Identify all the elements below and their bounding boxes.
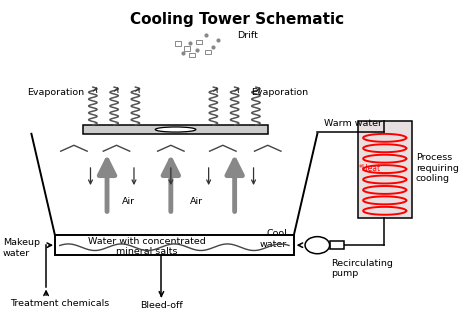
Bar (184, 47, 190, 50)
Bar (174, 42, 181, 46)
Text: Air: Air (190, 197, 203, 206)
Bar (189, 53, 195, 57)
Text: Evaporation: Evaporation (27, 88, 84, 97)
Bar (357, 121, 412, 217)
Bar (329, 241, 344, 249)
Text: Cooling Tower Schematic: Cooling Tower Schematic (130, 12, 344, 27)
Text: *Heat: *Heat (359, 164, 381, 173)
Ellipse shape (155, 127, 196, 132)
Text: Process
requiring
cooling: Process requiring cooling (416, 153, 458, 183)
Text: Treatment chemicals: Treatment chemicals (10, 299, 109, 308)
Bar (196, 40, 202, 44)
Text: Water with concentrated
mineral salts: Water with concentrated mineral salts (88, 237, 206, 256)
Text: Air: Air (122, 197, 135, 206)
Bar (83, 125, 268, 134)
Text: Cool
water: Cool water (260, 229, 287, 248)
Text: Drift: Drift (237, 31, 258, 40)
Bar (55, 235, 294, 255)
Text: Evaporation: Evaporation (251, 88, 308, 97)
Text: Warm water: Warm water (324, 119, 383, 128)
Circle shape (305, 237, 329, 254)
Text: Recirculating
pump: Recirculating pump (331, 259, 393, 278)
Text: Bleed-off: Bleed-off (140, 301, 183, 310)
Bar (205, 50, 211, 54)
Text: Makeup
water: Makeup water (3, 238, 40, 257)
